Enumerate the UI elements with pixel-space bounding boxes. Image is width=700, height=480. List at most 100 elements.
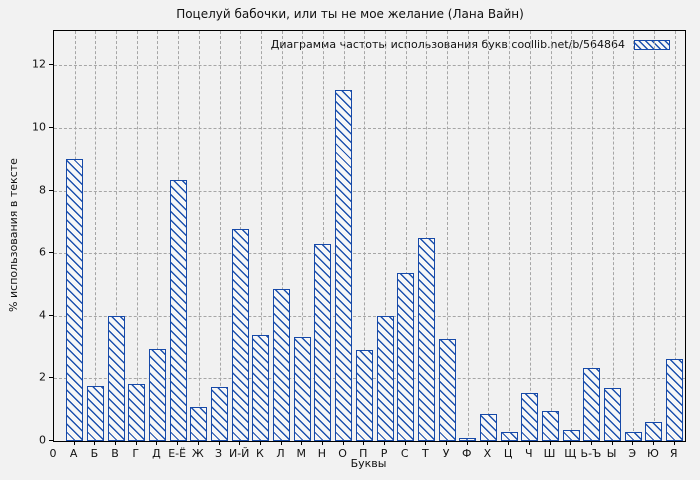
y-tick-mark bbox=[49, 127, 53, 129]
x-gridline bbox=[633, 31, 635, 441]
x-tick-label: Р bbox=[380, 447, 388, 460]
x-gridline bbox=[281, 31, 283, 441]
x-gridline bbox=[529, 31, 531, 441]
x-tick-mark bbox=[487, 441, 489, 445]
x-tick-label: Ж bbox=[191, 447, 204, 460]
bar-В bbox=[107, 315, 125, 441]
x-tick-label: С bbox=[400, 447, 409, 460]
x-gridline bbox=[322, 31, 324, 441]
x-tick-label: Л bbox=[276, 447, 285, 460]
x-gridline bbox=[467, 31, 469, 441]
x-gridline bbox=[488, 31, 490, 441]
bar-Р bbox=[376, 316, 394, 441]
x-tick-label: Т bbox=[422, 447, 429, 460]
x-gridline bbox=[95, 31, 97, 441]
bar-Ы bbox=[604, 388, 622, 441]
x-gridline bbox=[447, 31, 449, 441]
bar-М bbox=[293, 336, 311, 441]
y-gridline bbox=[54, 128, 685, 130]
bar-Ч bbox=[521, 393, 539, 441]
y-tick-label: 4 bbox=[39, 308, 46, 322]
bar-И-Й bbox=[231, 229, 249, 441]
x-gridline bbox=[426, 31, 428, 441]
x-tick-label: У bbox=[442, 447, 450, 460]
x-tick-label: И-Й bbox=[228, 447, 250, 460]
bar-П bbox=[355, 350, 373, 441]
y-gridline bbox=[54, 253, 685, 255]
bar-А bbox=[66, 159, 84, 441]
x-gridline bbox=[674, 31, 676, 441]
y-tick-mark bbox=[49, 440, 53, 441]
x-tick-label: Д bbox=[152, 447, 161, 460]
y-tick-label: 12 bbox=[32, 57, 46, 71]
x-tick-mark bbox=[363, 441, 365, 445]
bar-Л bbox=[273, 289, 291, 441]
x-tick-label: О bbox=[338, 447, 347, 460]
x-tick-mark bbox=[342, 441, 344, 445]
x-tick-label: Э bbox=[628, 447, 637, 460]
y-tick-mark bbox=[49, 377, 53, 379]
bar-Т bbox=[417, 237, 435, 441]
x-tick-mark bbox=[239, 441, 241, 445]
y-tick-mark bbox=[49, 314, 53, 316]
y-tick-mark bbox=[49, 252, 53, 254]
x-tick-mark bbox=[301, 441, 303, 445]
x-gridline bbox=[364, 31, 366, 441]
x-tick-label: К bbox=[255, 447, 264, 460]
x-tick-mark bbox=[218, 441, 220, 445]
x-tick-mark bbox=[590, 441, 592, 445]
chart-title: Поцелуй бабочки, или ты не мое желание (… bbox=[176, 7, 524, 21]
x-tick-mark bbox=[611, 441, 613, 445]
bar-Е-Ё bbox=[169, 179, 187, 441]
bar-Э bbox=[624, 431, 642, 441]
y-gridline bbox=[54, 315, 685, 317]
bar-Ф bbox=[459, 437, 477, 441]
y-tick-mark bbox=[49, 189, 53, 191]
bar-О bbox=[335, 90, 353, 441]
x-tick-mark bbox=[73, 441, 75, 445]
x-tick-label: В bbox=[111, 447, 119, 460]
x-tick-mark bbox=[528, 441, 530, 445]
x-tick-label: Ы bbox=[606, 447, 617, 460]
x-tick-label: Е-Ё bbox=[168, 447, 187, 460]
bar-Х bbox=[479, 414, 497, 441]
x-axis-label: Буквы bbox=[350, 457, 387, 470]
bar-Щ bbox=[562, 430, 580, 441]
x-tick-mark bbox=[652, 441, 654, 445]
x-tick-mark bbox=[156, 441, 158, 445]
x-tick-mark bbox=[280, 441, 282, 445]
x-gridline bbox=[571, 31, 573, 441]
legend-swatch-hatch-icon bbox=[634, 39, 670, 50]
bar-К bbox=[252, 335, 270, 441]
x-tick-label: М bbox=[296, 447, 307, 460]
x-tick-label: Б bbox=[90, 447, 99, 460]
x-tick-label: Ч bbox=[525, 447, 533, 460]
bar-У bbox=[438, 339, 456, 441]
x-tick-label: Ю bbox=[647, 447, 659, 460]
y-tick-label: 6 bbox=[39, 245, 46, 259]
x-tick-label: Ь-Ъ bbox=[580, 447, 602, 460]
bar-Д bbox=[148, 349, 166, 441]
y-tick-mark bbox=[49, 64, 53, 66]
x-gridline bbox=[385, 31, 387, 441]
bar-Б bbox=[86, 386, 104, 441]
x-tick-label: З bbox=[214, 447, 223, 460]
x-gridline bbox=[509, 31, 511, 441]
x-gridline bbox=[405, 31, 407, 441]
y-gridline bbox=[54, 190, 685, 192]
bar-Я bbox=[666, 359, 684, 441]
x-gridline bbox=[219, 31, 221, 441]
x-tick-mark bbox=[177, 441, 179, 445]
y-tick-label: 0 bbox=[39, 433, 46, 447]
x-tick-label: А bbox=[69, 447, 78, 460]
y-gridline bbox=[54, 65, 685, 67]
x-tick-label: Я bbox=[669, 447, 678, 460]
x-gridline bbox=[116, 31, 118, 441]
x-gridline bbox=[653, 31, 655, 441]
x-gridline bbox=[550, 31, 552, 441]
x-gridline bbox=[157, 31, 159, 441]
x-tick-label: Ф bbox=[462, 447, 472, 460]
bar-Ь-Ъ bbox=[583, 368, 601, 441]
x-tick-mark bbox=[425, 441, 427, 445]
